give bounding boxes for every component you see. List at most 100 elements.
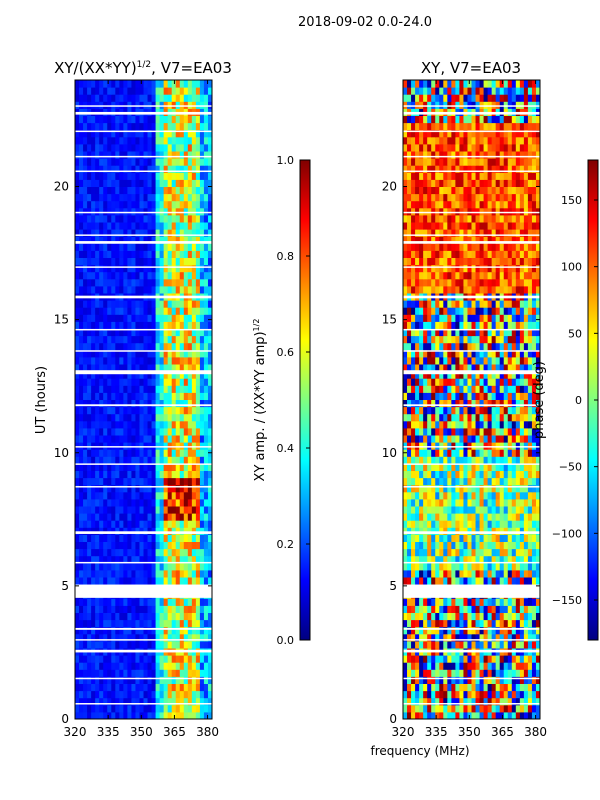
amplitude-cell xyxy=(143,200,149,209)
amplitude-cell xyxy=(123,633,128,642)
amplitude-cell xyxy=(99,143,104,152)
phase-cell xyxy=(483,548,489,557)
amplitude-cell xyxy=(203,491,209,500)
amplitude-cell xyxy=(119,449,124,457)
amplitude-cell xyxy=(135,151,140,159)
amplitude-cell xyxy=(155,193,161,202)
phase-cell xyxy=(415,655,420,663)
amplitude-cell xyxy=(111,456,116,464)
amplitude-cell xyxy=(203,143,209,152)
amplitude-cell xyxy=(187,520,193,528)
amplitude-cell xyxy=(79,569,84,578)
amplitude-cell xyxy=(195,683,201,692)
amplitude-cell xyxy=(179,222,185,230)
amplitude-cell xyxy=(119,598,124,606)
amplitude-cell xyxy=(175,633,181,642)
amplitude-cell xyxy=(167,541,173,550)
phase-cell xyxy=(503,506,509,514)
amplitude-cell xyxy=(103,640,108,649)
amplitude-cell xyxy=(155,378,161,386)
phase-cell xyxy=(455,520,460,528)
amplitude-cell xyxy=(79,562,84,571)
amplitude-cell xyxy=(99,207,104,216)
amplitude-cell xyxy=(91,555,96,564)
amplitude-cell xyxy=(187,264,193,273)
amplitude-cell xyxy=(83,385,88,393)
phase-cell xyxy=(427,385,432,393)
amplitude-cell xyxy=(179,683,185,692)
amplitude-cell xyxy=(179,356,185,365)
phase-cell xyxy=(507,364,513,372)
amplitude-cell xyxy=(171,577,177,585)
phase-cell xyxy=(519,513,525,521)
amplitude-cell xyxy=(75,477,80,486)
phase-cell xyxy=(455,690,460,699)
amplitude-cell xyxy=(195,129,201,138)
phase-cell xyxy=(431,683,436,692)
amplitude-cell xyxy=(151,626,157,635)
amplitude-cell xyxy=(119,229,124,237)
phase-cell xyxy=(479,342,485,351)
amplitude-cell xyxy=(75,257,80,266)
amplitude-cell xyxy=(187,577,193,585)
phase-cell xyxy=(531,342,537,351)
amplitude-cell xyxy=(115,179,120,187)
amplitude-cell xyxy=(75,222,80,230)
phase-cell xyxy=(527,371,533,379)
amplitude-cell xyxy=(127,250,132,258)
phase-cell xyxy=(463,520,468,528)
amplitude-cell xyxy=(83,378,88,386)
amplitude-cell xyxy=(183,214,189,223)
phase-cell xyxy=(535,335,540,344)
amplitude-cell xyxy=(163,300,169,308)
amplitude-cell xyxy=(119,356,124,365)
phase-cell xyxy=(431,619,436,628)
amplitude-cell xyxy=(79,186,84,195)
phase-cell xyxy=(471,435,477,443)
phase-cell xyxy=(415,605,420,613)
flagged-gap xyxy=(75,639,212,641)
amplitude-cell xyxy=(183,129,189,138)
phase-cell xyxy=(471,378,477,386)
phase-cell xyxy=(535,555,540,564)
phase-cell xyxy=(471,527,477,535)
phase-cell xyxy=(431,690,436,699)
amplitude-cell xyxy=(103,605,108,613)
amplitude-cell xyxy=(207,349,212,358)
phase-cell xyxy=(447,619,452,628)
amplitude-cell xyxy=(143,222,149,230)
phase-cell xyxy=(511,413,517,422)
amplitude-cell xyxy=(123,349,128,358)
phase-cell xyxy=(475,640,481,649)
phase-cell xyxy=(479,477,485,486)
phase-cell xyxy=(499,484,505,493)
amplitude-cell xyxy=(103,612,108,621)
amplitude-cell xyxy=(107,378,112,386)
phase-cell xyxy=(495,676,501,684)
amplitude-cell xyxy=(171,541,177,550)
amplitude-cell xyxy=(167,193,173,202)
phase-cell xyxy=(507,577,513,585)
phase-cell xyxy=(471,669,477,677)
phase-cell xyxy=(471,328,477,337)
amplitude-cell xyxy=(103,151,108,159)
amplitude-cell xyxy=(163,697,169,706)
amplitude-cell xyxy=(199,115,205,124)
phase-cell xyxy=(531,704,537,713)
phase-cell xyxy=(451,328,456,337)
phase-cell xyxy=(511,456,517,464)
amplitude-cell xyxy=(103,342,108,351)
amplitude-cell xyxy=(127,356,132,365)
amplitude-cell xyxy=(207,477,212,486)
amplitude-cell xyxy=(103,314,108,322)
amplitude-cell xyxy=(127,506,132,514)
phase-cell xyxy=(487,463,493,471)
amplitude-cell xyxy=(183,264,189,273)
amplitude-cell xyxy=(187,548,193,557)
phase-cell xyxy=(503,704,509,713)
amplitude-cell xyxy=(83,612,88,621)
phase-cell xyxy=(419,669,424,677)
phase-cell xyxy=(475,378,481,386)
amplitude-cell xyxy=(135,94,140,102)
phase-cell xyxy=(427,449,432,457)
